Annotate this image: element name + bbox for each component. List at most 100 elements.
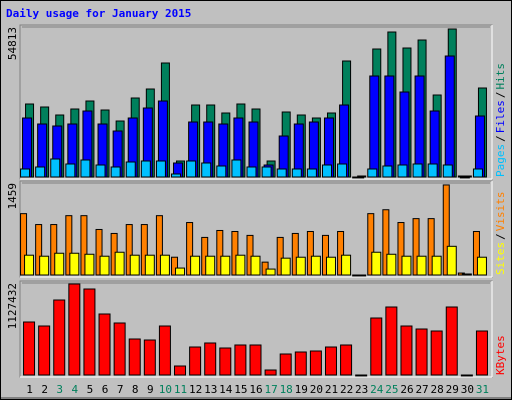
bar bbox=[355, 374, 368, 377]
x-tick-label: 7 bbox=[117, 383, 124, 396]
bar bbox=[216, 229, 224, 276]
bar bbox=[159, 254, 170, 276]
bar bbox=[444, 55, 455, 178]
bar bbox=[265, 268, 276, 276]
bar bbox=[204, 342, 217, 376]
bar bbox=[337, 163, 348, 178]
bar bbox=[186, 222, 194, 276]
bar bbox=[234, 344, 247, 376]
bar bbox=[352, 176, 363, 179]
bar bbox=[231, 230, 239, 276]
bar bbox=[22, 117, 33, 178]
bar bbox=[341, 254, 352, 276]
bar bbox=[384, 75, 395, 178]
x-tick-label: 2 bbox=[41, 383, 48, 396]
bar bbox=[220, 255, 231, 276]
bar bbox=[231, 159, 242, 178]
x-tick-label: 14 bbox=[219, 383, 233, 396]
bar bbox=[54, 252, 65, 276]
legend: Pages/Files/Hits bbox=[494, 63, 507, 177]
bar bbox=[442, 184, 450, 276]
bar bbox=[442, 164, 453, 178]
bar bbox=[412, 163, 423, 178]
bar bbox=[397, 164, 408, 178]
bar bbox=[276, 168, 287, 178]
legend: Sites /Visits bbox=[494, 192, 507, 276]
bar bbox=[472, 168, 483, 178]
bar bbox=[35, 224, 43, 276]
bar bbox=[306, 168, 317, 178]
bar bbox=[427, 163, 438, 178]
bar bbox=[235, 254, 246, 276]
bar bbox=[369, 75, 380, 178]
bar bbox=[99, 255, 110, 276]
x-tick-label: 23 bbox=[355, 383, 368, 396]
y-tick-label: 54813 bbox=[6, 27, 19, 60]
legend-entry: Hits bbox=[494, 63, 507, 90]
bar bbox=[189, 346, 202, 376]
bar bbox=[98, 313, 111, 376]
bar bbox=[370, 317, 383, 376]
bar bbox=[276, 236, 284, 276]
bar bbox=[446, 245, 457, 276]
bar bbox=[144, 254, 155, 276]
legend-separator: / bbox=[494, 233, 507, 240]
x-tick-label: 9 bbox=[147, 383, 154, 396]
bar bbox=[461, 273, 472, 276]
x-tick-label: 25 bbox=[385, 383, 398, 396]
y-tick-label: 1459 bbox=[6, 183, 19, 210]
x-tick-label: 22 bbox=[340, 383, 353, 396]
bar bbox=[35, 166, 46, 178]
bar bbox=[431, 255, 442, 276]
bar bbox=[306, 230, 314, 276]
bar bbox=[23, 321, 36, 376]
bar bbox=[367, 168, 378, 178]
bar bbox=[24, 254, 35, 276]
x-tick-label: 12 bbox=[189, 383, 202, 396]
bar bbox=[280, 257, 291, 276]
x-tick-label: 13 bbox=[204, 383, 217, 396]
bar bbox=[291, 168, 302, 178]
bar bbox=[325, 256, 336, 276]
legend-entry: Sites bbox=[494, 242, 507, 275]
x-tick-label: 31 bbox=[476, 383, 489, 396]
chart-title: Daily usage for January 2015 bbox=[6, 7, 191, 20]
bar bbox=[246, 166, 257, 178]
bar bbox=[83, 288, 96, 376]
bar bbox=[128, 338, 141, 376]
x-tick-label: 18 bbox=[280, 383, 293, 396]
bar bbox=[174, 365, 187, 376]
bar bbox=[382, 209, 390, 276]
bar bbox=[95, 164, 106, 178]
bar bbox=[114, 251, 125, 276]
x-tick-label: 27 bbox=[415, 383, 428, 396]
x-tick-label: 1 bbox=[26, 383, 33, 396]
bar bbox=[68, 283, 81, 376]
bar bbox=[171, 256, 179, 276]
bar bbox=[356, 274, 367, 277]
legend-separator: / bbox=[494, 135, 507, 142]
bar bbox=[53, 299, 66, 376]
x-tick-label: 10 bbox=[159, 383, 172, 396]
bar bbox=[129, 254, 140, 276]
y-tick-label: 1127432 bbox=[6, 283, 19, 329]
x-tick-label: 4 bbox=[72, 383, 79, 396]
bar bbox=[475, 330, 488, 376]
bar bbox=[412, 218, 420, 276]
bar bbox=[95, 228, 103, 276]
bar bbox=[472, 230, 480, 276]
bar bbox=[219, 347, 232, 376]
x-tick-label: 29 bbox=[446, 383, 459, 396]
bar bbox=[155, 160, 166, 178]
bar bbox=[337, 230, 345, 276]
bar bbox=[80, 215, 88, 276]
bar bbox=[261, 166, 272, 178]
bar bbox=[39, 255, 50, 276]
bar bbox=[38, 325, 51, 376]
bar bbox=[430, 330, 443, 376]
x-tick-label: 11 bbox=[174, 383, 187, 396]
bar bbox=[246, 234, 254, 276]
bar bbox=[321, 164, 332, 178]
bar bbox=[140, 160, 151, 178]
bar bbox=[321, 234, 329, 276]
